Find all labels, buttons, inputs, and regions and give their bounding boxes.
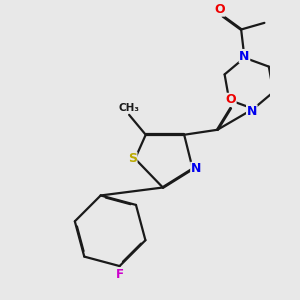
- Text: F: F: [116, 268, 124, 281]
- Text: S: S: [128, 152, 137, 165]
- Text: CH₃: CH₃: [118, 103, 140, 112]
- Text: O: O: [214, 3, 225, 16]
- Text: O: O: [225, 93, 236, 106]
- Text: N: N: [239, 50, 250, 63]
- Text: N: N: [191, 162, 201, 176]
- Text: N: N: [247, 105, 257, 118]
